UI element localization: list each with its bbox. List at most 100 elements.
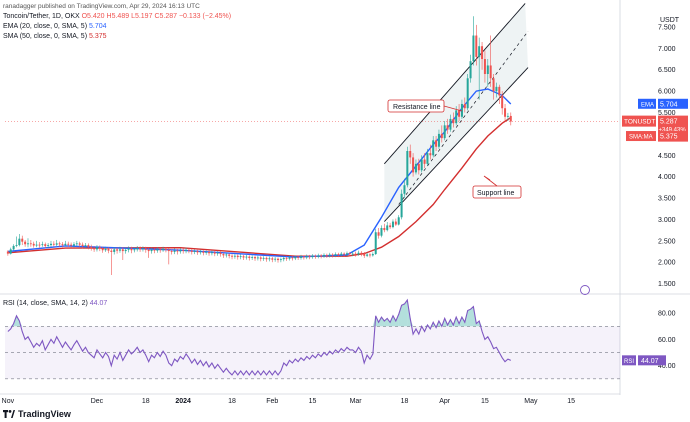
candle-body (449, 118, 452, 130)
candle-body (49, 243, 52, 246)
candle-body (179, 250, 182, 252)
candle-body (162, 248, 165, 251)
rsi-legend-value: 44.07 (89, 300, 108, 307)
resistance-label: Resistance line (393, 104, 441, 111)
candle-body (225, 254, 228, 256)
candle-body (328, 254, 331, 256)
candle-body (239, 256, 242, 258)
time-tick-label: Mar (350, 398, 363, 405)
candle-body (297, 257, 300, 258)
rsi-tick-label: 80.00 (658, 311, 676, 318)
candle-body (504, 108, 507, 117)
candle-body (498, 86, 501, 96)
candle-body (18, 238, 21, 246)
candle-body (167, 249, 170, 252)
price-tick-label: 1.500 (658, 281, 676, 288)
rsi-overbought-fill (401, 303, 405, 327)
channel-midline (398, 31, 529, 205)
time-tick-label: 18 (228, 398, 236, 405)
candle-body (357, 252, 360, 255)
candle-body (41, 244, 44, 246)
rsi-legend[interactable]: RSI (14, close, SMA, 14, 2) 44.07 (3, 300, 107, 308)
candle-body (440, 133, 443, 139)
candle-body (21, 238, 24, 242)
candle-body (403, 185, 406, 194)
rsi-pane: 40.00 60.00 80.00 RSI 44.07 (5, 298, 676, 380)
rsi-tick-label: 40.00 (658, 363, 676, 370)
ema-legend[interactable]: EMA (20, close, 0, SMA, 5) 5.704 (3, 23, 107, 31)
ma-tag-value: 5.704 (660, 101, 678, 108)
replay-icon (580, 285, 590, 295)
candle-body (305, 256, 308, 258)
candle-body (389, 225, 392, 228)
candle-body (274, 258, 277, 260)
candle-body (360, 252, 363, 254)
time-tick-label: 15 (309, 398, 317, 405)
candle-body (481, 46, 484, 60)
ohlc-high: H5.489 (106, 13, 130, 20)
candle-body (432, 140, 435, 156)
candle-body (87, 245, 90, 247)
candle-body (377, 232, 380, 236)
tradingview-footer[interactable]: TradingView (3, 409, 71, 419)
time-tick-label: 18 (401, 398, 409, 405)
candle-body (386, 225, 389, 231)
price-tick-label: 4.500 (658, 153, 676, 160)
price-tick-label: 2.500 (658, 238, 676, 245)
symbol-tag-bg (622, 115, 656, 127)
resistance-line (384, 3, 526, 165)
candle-body (219, 252, 222, 255)
candle-body (458, 110, 461, 117)
time-tick-label: 2024 (175, 398, 191, 405)
candle-body (254, 257, 257, 259)
rsi-overbought-fill (387, 318, 391, 327)
candle-body (334, 254, 337, 256)
rsi-tag-name-bg (622, 355, 636, 366)
price-axis: 1.5002.0002.5003.0003.5004.0004.5005.000… (658, 17, 680, 288)
candle-body (466, 78, 469, 109)
support-line (384, 67, 529, 222)
candle-body (265, 257, 268, 260)
candle-body (107, 248, 110, 251)
candle-body (475, 35, 478, 57)
candle-body (228, 254, 231, 256)
ma-tag-name: EMA (641, 102, 654, 108)
candle-body (124, 249, 127, 252)
candle-body (354, 253, 357, 255)
candle-body (202, 251, 205, 253)
candle-body (325, 254, 328, 256)
candle-body (406, 151, 409, 186)
candle-body (414, 163, 417, 173)
candle-body (173, 250, 176, 252)
last-price-value: 5.287 (660, 119, 678, 126)
candle-body (483, 59, 486, 75)
candle-body (374, 232, 377, 255)
candle-body (176, 250, 179, 252)
sma-legend[interactable]: SMA (50, close, 0, SMA, 5) 5.375 (3, 33, 107, 41)
time-tick-label: 18 (142, 398, 150, 405)
candle-body (47, 245, 50, 246)
price-labels: EMA5.704TONUSDT5.287+349.43%07:46:39SMA:… (622, 98, 688, 142)
candle-body (182, 250, 185, 252)
candle-body (185, 249, 188, 252)
candle-body (308, 256, 311, 258)
candle-body (380, 227, 383, 236)
candle-body (231, 255, 234, 257)
currency-label: USDT (660, 17, 680, 24)
rsi-tag-name: RSI (624, 359, 634, 365)
rsi-overbought-fill (395, 314, 399, 327)
rsi-overbought-fill (467, 309, 471, 327)
candle-body (29, 243, 32, 245)
candle-body (455, 110, 458, 124)
candle-body (472, 35, 475, 62)
candle-body (55, 243, 58, 245)
tradingview-logo-icon (3, 410, 15, 418)
candle-body (236, 255, 239, 258)
candle-body (311, 255, 314, 258)
candle-body (299, 256, 303, 258)
candle-body (81, 244, 84, 246)
candle-body (348, 253, 351, 255)
candle-body (72, 244, 75, 246)
candle-body (492, 78, 495, 92)
